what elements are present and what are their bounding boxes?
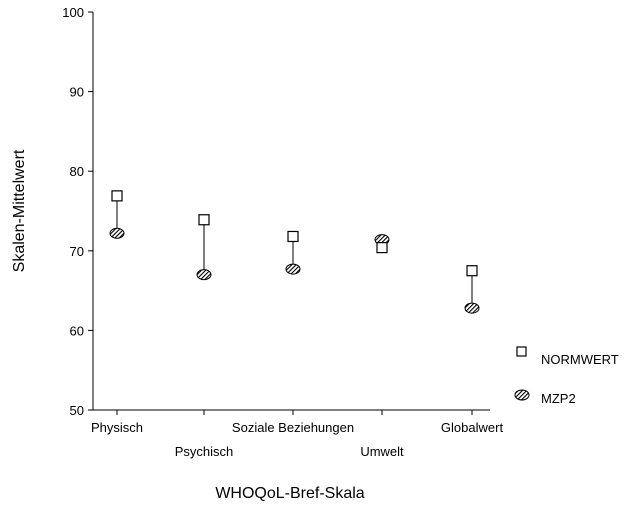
point-normwert xyxy=(198,214,210,226)
x-tick-label: Globalwert xyxy=(441,420,504,435)
x-ticks: Physisch Psychisch Soziale Beziehungen Umwe… xyxy=(91,410,503,459)
y-axis-label: Skalen-Mittelwert xyxy=(11,149,28,272)
y-tick-label: 50 xyxy=(70,403,84,418)
point-normwert xyxy=(111,190,123,202)
legend-marker-normwert xyxy=(516,346,527,357)
y-tick-label: 100 xyxy=(62,5,84,20)
point-normwert xyxy=(466,265,478,277)
point-mzp2 xyxy=(464,302,480,314)
point-mzp2 xyxy=(109,227,125,239)
data-marks xyxy=(109,190,480,314)
legend-marker-mzp2 xyxy=(514,389,530,401)
y-tick-label: 60 xyxy=(70,323,84,338)
point-normwert xyxy=(287,230,299,243)
legend: NORMWERT MZP2 xyxy=(514,346,619,406)
x-tick-label: Soziale Beziehungen xyxy=(232,420,354,435)
x-axis-label: WHOQoL-Bref-Skala xyxy=(215,485,364,502)
y-tick-label: 70 xyxy=(70,244,84,259)
x-tick-label: Umwelt xyxy=(360,444,404,459)
x-tick-label: Physisch xyxy=(91,420,143,435)
legend-label-mzp2: MZP2 xyxy=(541,391,576,406)
y-tick-label: 80 xyxy=(70,164,84,179)
legend-label-normwert: NORMWERT xyxy=(541,352,619,367)
y-tick-label: 90 xyxy=(70,85,84,100)
point-mzp2 xyxy=(196,269,212,281)
x-tick-label: Psychisch xyxy=(175,444,234,459)
point-normwert xyxy=(376,242,388,254)
point-mzp2 xyxy=(285,263,301,275)
y-ticks: 50 60 70 80 90 100 xyxy=(62,5,93,418)
